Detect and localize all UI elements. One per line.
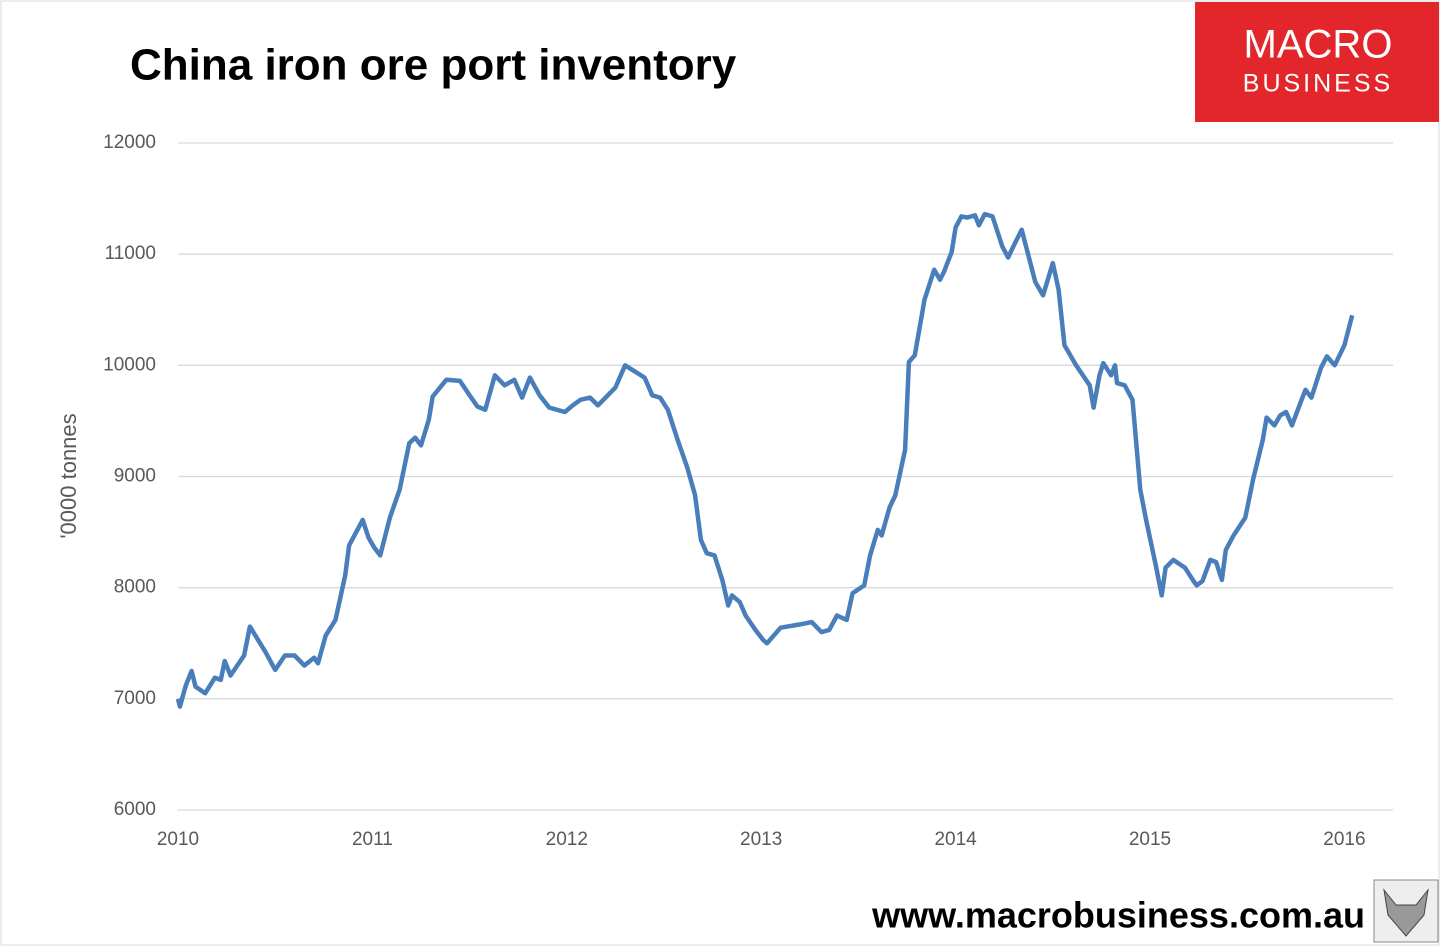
x-tick-label: 2016 <box>1323 829 1365 850</box>
x-tick-label: 2012 <box>546 829 588 850</box>
logo-box <box>1195 2 1439 122</box>
x-tick-label: 2014 <box>934 829 977 850</box>
logo-top: MACRO <box>1244 23 1393 67</box>
y-tick-label: 7000 <box>114 688 156 709</box>
footer: www.macrobusiness.com.au <box>871 895 1365 936</box>
chart-title: China iron ore port inventory <box>130 41 737 90</box>
fox-face <box>1383 888 1429 937</box>
y-axis-label: '0000 tonnes <box>56 413 81 538</box>
y-tick-label: 6000 <box>114 799 156 820</box>
x-tick-label: 2010 <box>157 829 199 850</box>
data-line <box>175 211 1355 709</box>
y-tick-label: 10000 <box>103 354 156 375</box>
logo-bottom: BUSINESS <box>1243 70 1393 98</box>
y-tick-label: 9000 <box>114 466 156 487</box>
x-tick-label: 2011 <box>352 829 393 850</box>
x-tick-label: 2013 <box>740 829 782 850</box>
x-tick-label: 2015 <box>1129 829 1171 850</box>
y-tick-label: 12000 <box>103 132 156 153</box>
y-tick-label: 11000 <box>105 243 156 264</box>
y-tick-label: 8000 <box>114 577 156 598</box>
